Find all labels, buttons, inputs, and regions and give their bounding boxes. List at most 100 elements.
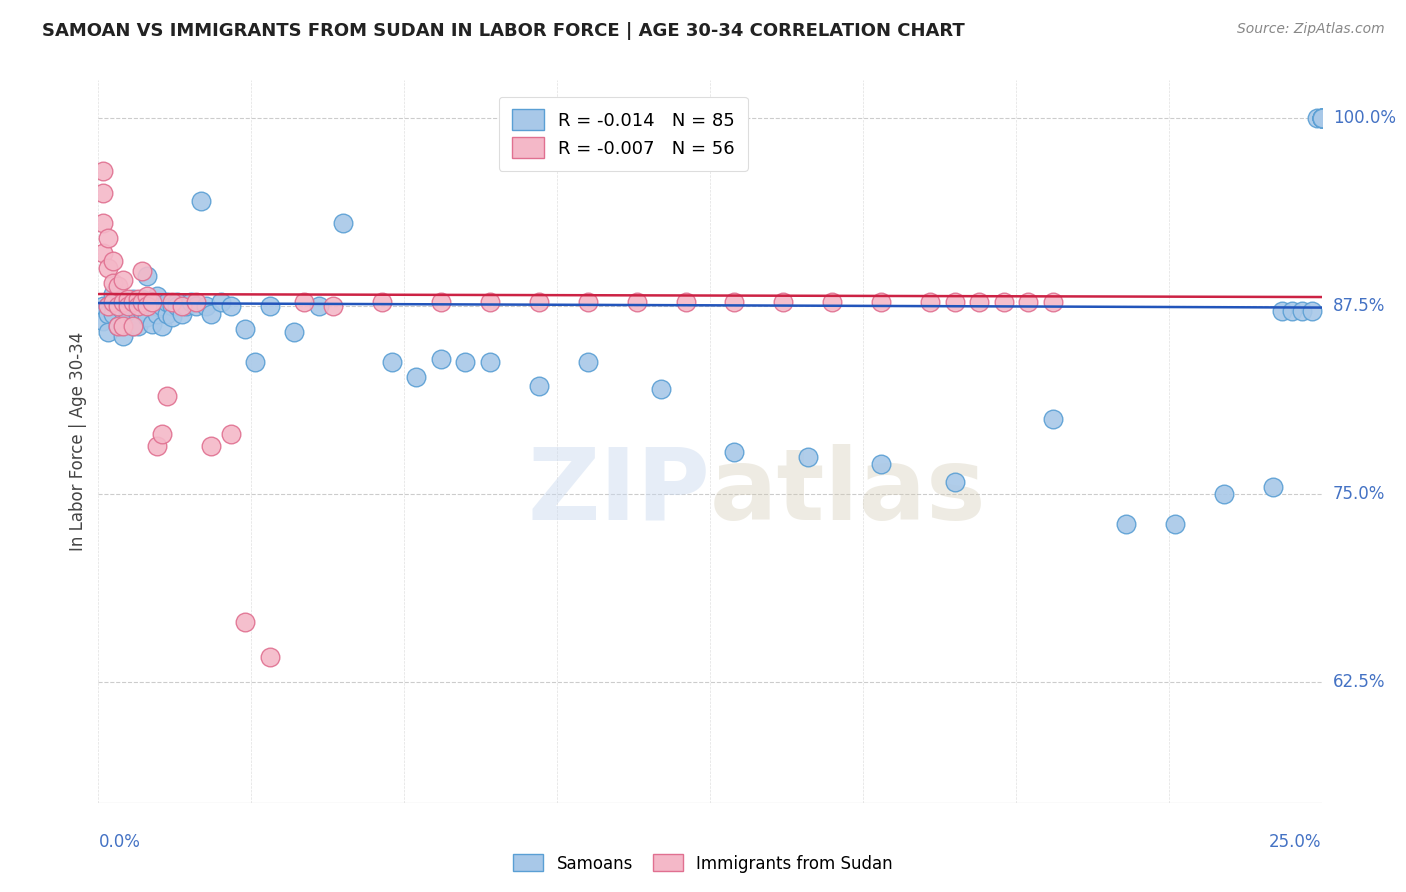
Point [156,307,179,321]
Point [127,299,149,313]
Text: ZIP: ZIP [527,443,710,541]
Point [136,294,159,309]
Point [190,194,212,208]
Point [233,615,256,629]
Point [111,329,134,343]
Point [200,439,222,453]
Point [150,318,173,333]
Point [1310,111,1333,125]
Point [1042,412,1064,426]
Point [283,325,305,339]
Point [176,299,198,313]
Point [117,310,139,324]
Text: 25.0%: 25.0% [1270,833,1322,851]
Point [797,450,820,464]
Point [1261,480,1284,494]
Point [1310,111,1333,125]
Point [1310,111,1333,125]
Point [430,351,453,366]
Point [1164,517,1187,532]
Point [821,294,844,309]
Point [107,299,129,313]
Point [209,294,232,309]
Point [219,427,242,442]
Point [243,355,266,369]
Point [117,294,139,309]
Point [146,288,169,302]
Point [1281,303,1303,318]
Point [454,355,477,369]
Point [527,379,550,393]
Point [219,299,242,313]
Point [259,299,281,313]
Point [170,299,193,313]
Point [160,299,183,313]
Point [141,299,163,313]
Point [371,294,394,309]
Point [101,307,124,321]
Point [186,294,208,309]
Point [101,277,124,291]
Point [1212,487,1234,501]
Point [146,439,169,453]
Point [478,294,501,309]
Point [626,294,648,309]
Point [131,292,153,306]
Point [136,299,159,313]
Point [920,294,942,309]
Point [121,318,143,333]
Point [1310,111,1333,125]
Point [150,299,173,313]
Text: 62.5%: 62.5% [1333,673,1385,691]
Point [1115,517,1137,532]
Point [136,310,159,324]
Point [91,299,114,313]
Point [97,299,120,313]
Point [131,264,153,278]
Point [723,294,745,309]
Point [576,294,599,309]
Point [1017,294,1039,309]
Text: 0.0%: 0.0% [98,833,141,851]
Point [322,299,344,313]
Point [180,294,202,309]
Text: atlas: atlas [710,443,987,541]
Y-axis label: In Labor Force | Age 30-34: In Labor Force | Age 30-34 [69,332,87,551]
Point [160,310,183,324]
Point [675,294,697,309]
Point [332,216,354,230]
Text: 87.5%: 87.5% [1333,297,1385,315]
Point [91,314,114,328]
Point [870,457,893,471]
Point [1310,111,1333,125]
Point [381,355,404,369]
Point [200,307,222,321]
Point [156,389,179,403]
Point [121,294,143,309]
Point [117,292,139,306]
Point [136,268,159,283]
Point [166,299,188,313]
Point [195,299,218,313]
Text: SAMOAN VS IMMIGRANTS FROM SUDAN IN LABOR FORCE | AGE 30-34 CORRELATION CHART: SAMOAN VS IMMIGRANTS FROM SUDAN IN LABOR… [42,22,965,40]
Point [91,163,114,178]
Point [146,299,169,313]
Point [97,307,120,321]
Point [141,317,163,331]
Text: 75.0%: 75.0% [1333,485,1385,503]
Point [107,318,129,333]
Point [107,288,129,302]
Legend: R = -0.014   N = 85, R = -0.007   N = 56: R = -0.014 N = 85, R = -0.007 N = 56 [499,96,748,170]
Point [1306,111,1329,125]
Point [150,427,173,442]
Point [91,186,114,201]
Point [146,307,169,321]
Point [121,292,143,306]
Point [156,294,179,309]
Point [111,294,134,309]
Point [527,294,550,309]
Point [308,299,330,313]
Point [101,253,124,268]
Point [136,288,159,302]
Point [97,299,120,313]
